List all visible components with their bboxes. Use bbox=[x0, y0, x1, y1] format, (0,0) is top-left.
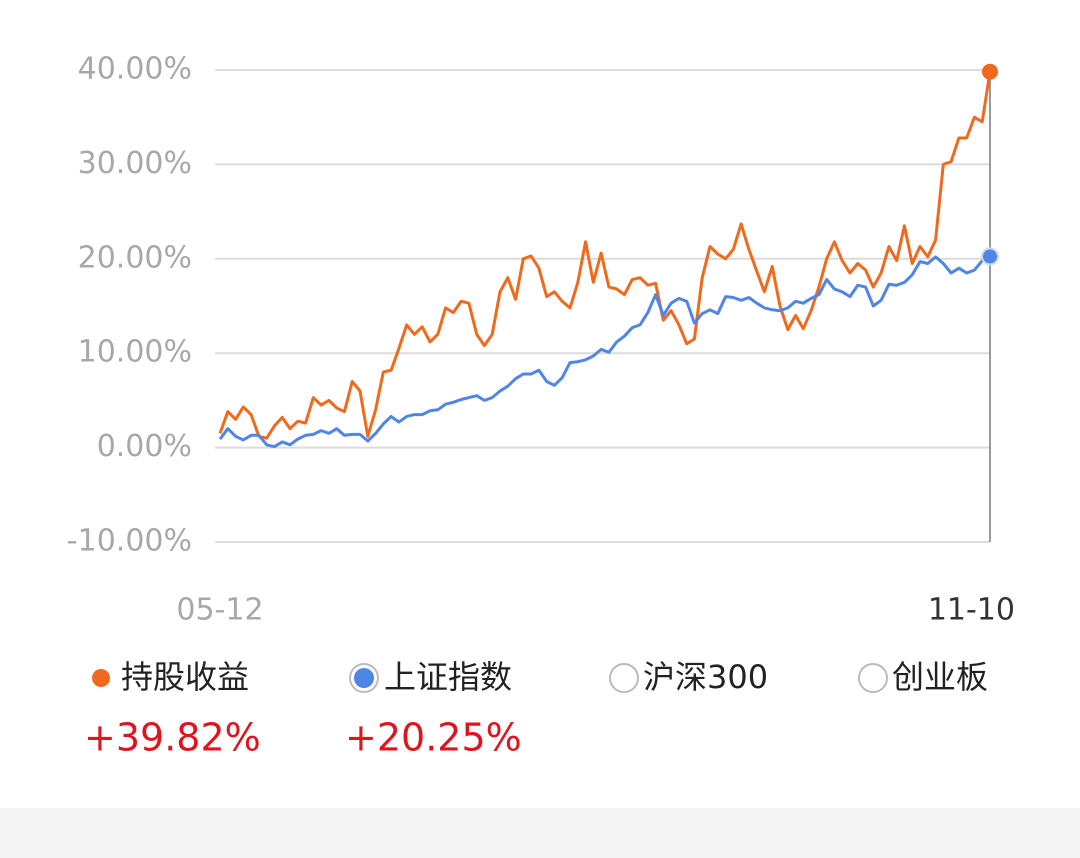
end-point bbox=[982, 63, 998, 80]
y-tick-label: 10.00% bbox=[78, 335, 192, 370]
legend-option[interactable]: 创业板 bbox=[892, 658, 988, 696]
series-line bbox=[218, 255, 991, 449]
footer-band bbox=[0, 808, 1080, 858]
legend-radio[interactable] bbox=[858, 663, 888, 693]
legend-dot[interactable] bbox=[92, 669, 110, 687]
y-tick-label: -10.00% bbox=[67, 524, 192, 559]
y-tick-label: 0.00% bbox=[97, 429, 192, 464]
legend-label[interactable]: 上证指数 bbox=[384, 658, 512, 696]
y-tick-label: 30.00% bbox=[78, 146, 192, 181]
change-label: +39.82% bbox=[84, 716, 261, 760]
legend-radio[interactable] bbox=[609, 663, 639, 693]
y-tick-label: 40.00% bbox=[78, 52, 192, 87]
end-point bbox=[981, 247, 999, 266]
change-label: +20.25% bbox=[345, 716, 522, 760]
x-tick-label: 05-12 bbox=[176, 593, 263, 628]
legend-option[interactable]: 沪深300 bbox=[643, 658, 768, 696]
series-line bbox=[218, 71, 992, 440]
legend-label[interactable]: 持股收益 bbox=[121, 658, 249, 696]
legend-radio-dot[interactable] bbox=[354, 668, 374, 688]
y-tick-label: 20.00% bbox=[78, 240, 192, 275]
x-tick-label: 11-10 bbox=[928, 593, 1015, 628]
